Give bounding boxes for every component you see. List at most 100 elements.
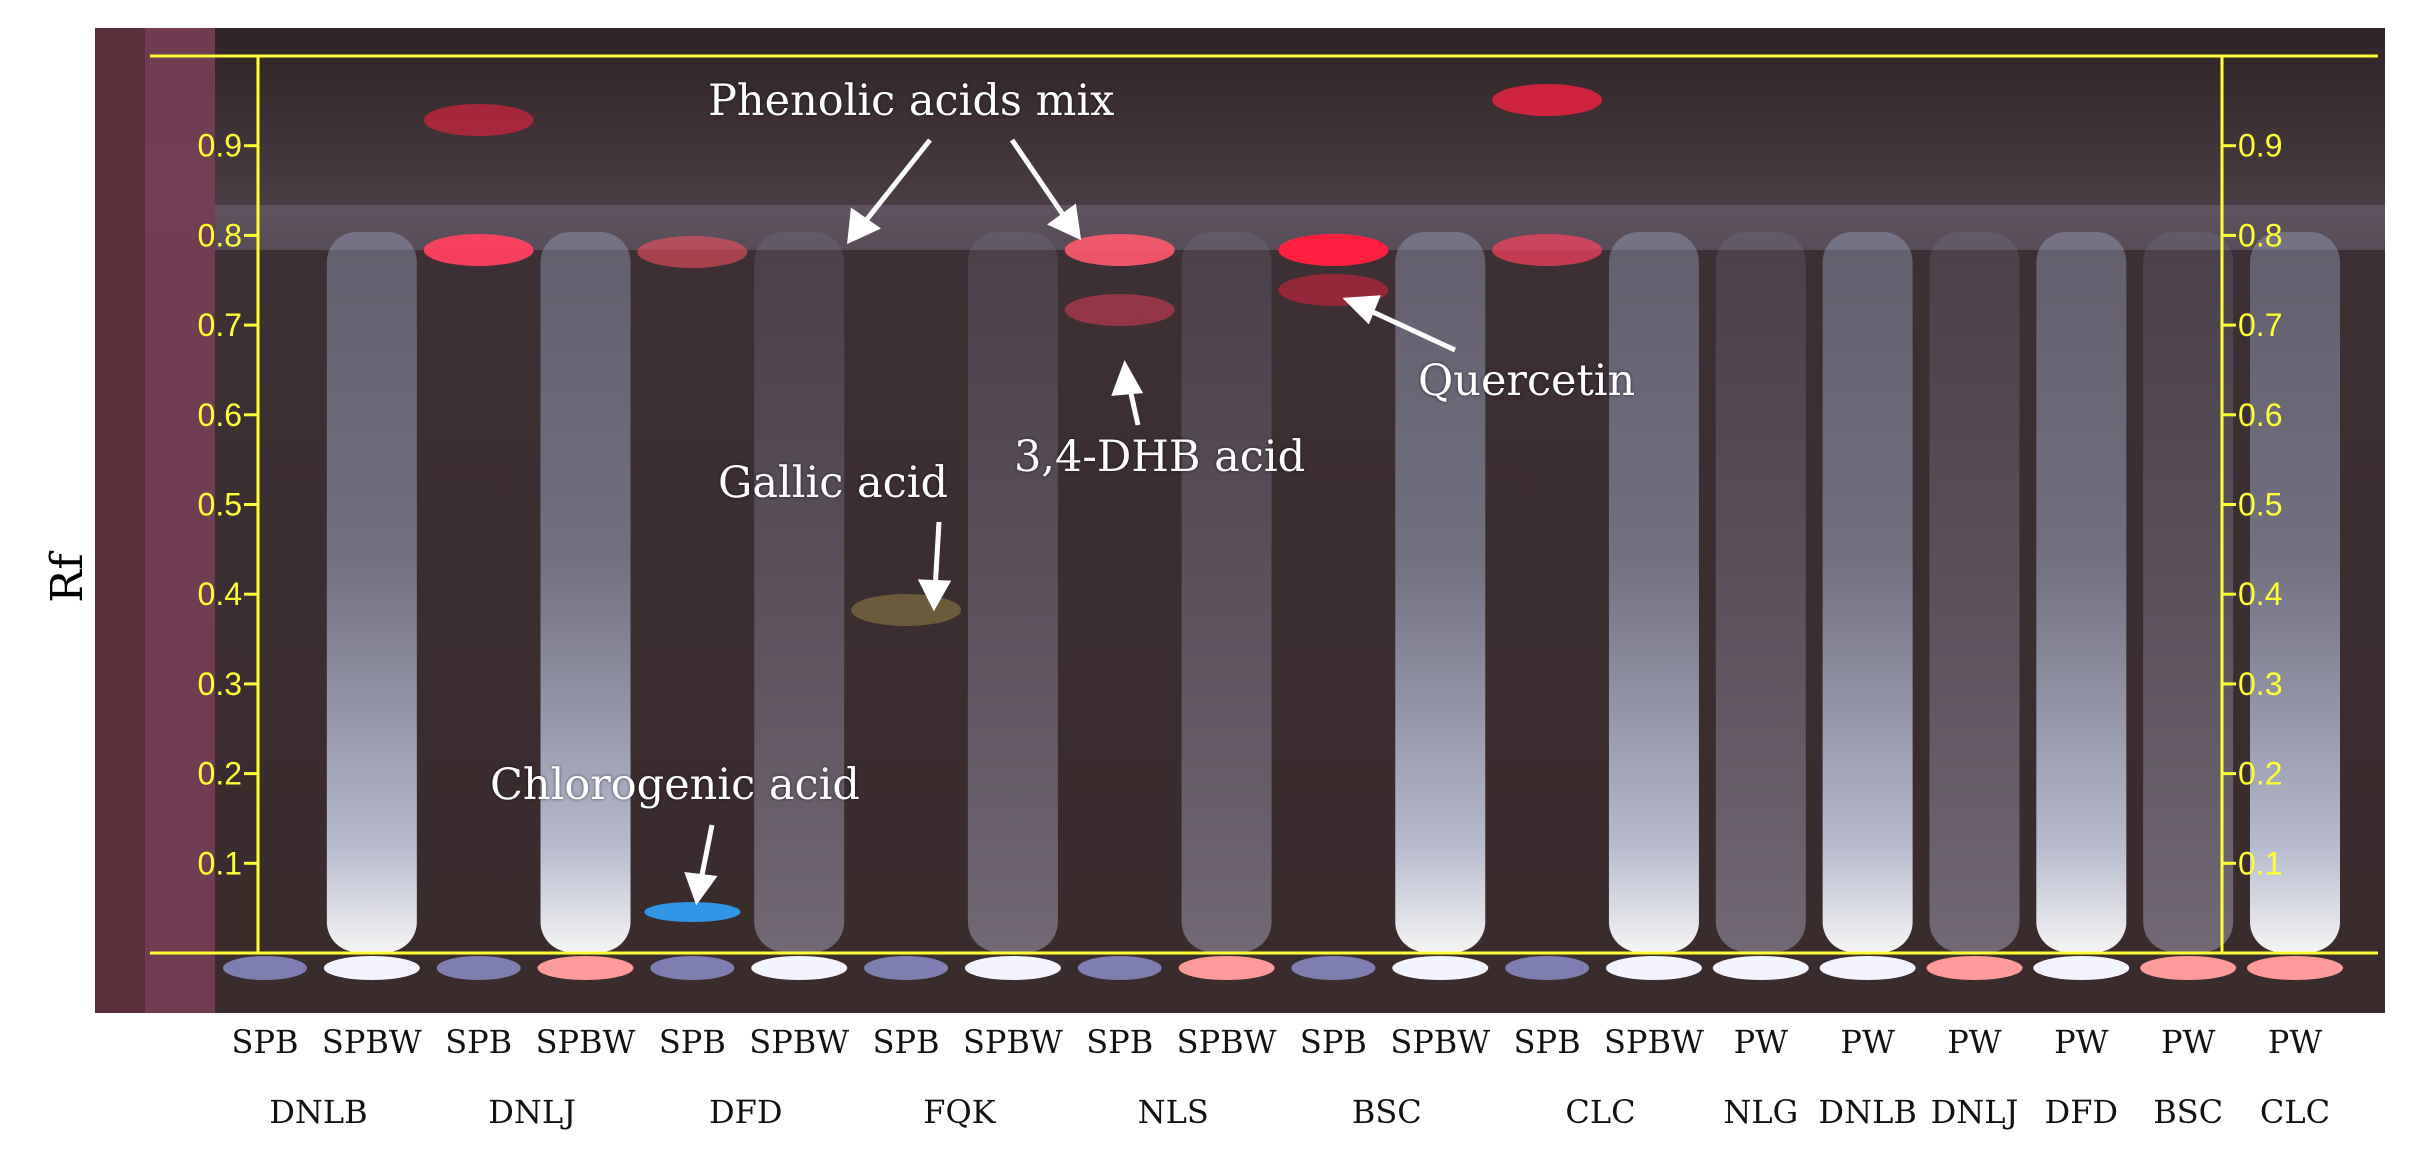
lane-label-top: SPBW — [1390, 1023, 1491, 1061]
lane-label-bottom: CLC — [2259, 1093, 2331, 1131]
lane-glow — [2143, 232, 2234, 952]
rf-tick-label-left: 0.9 — [198, 128, 242, 164]
red-band — [1492, 234, 1603, 266]
red-band — [1278, 234, 1389, 266]
rf-tick-label-right: 0.5 — [2238, 487, 2282, 523]
lane-glows — [326, 232, 2340, 952]
annotation-quercetin: Quercetin — [1418, 356, 1636, 406]
lane-label-bottom: DFD — [709, 1093, 783, 1131]
lane-label-top: PW — [1733, 1023, 1788, 1061]
red-band — [1492, 84, 1603, 116]
lane-label-top: PW — [1947, 1023, 2002, 1061]
rf-tick-label-right: 0.4 — [2238, 576, 2282, 612]
lane-label-bottom: BSC — [1351, 1093, 1422, 1131]
annotation-dhb-acid: 3,4-DHB acid — [1014, 432, 1306, 482]
rf-tick-label-left: 0.7 — [198, 307, 242, 343]
lane-glow — [1608, 232, 1699, 952]
annotation-arrows — [684, 138, 1457, 906]
rf-tick-label-right: 0.2 — [2238, 756, 2282, 792]
red-band — [851, 594, 962, 626]
rf-tick-label-left: 0.5 — [198, 487, 242, 523]
red-band — [637, 236, 748, 268]
annotation-gallic-acid: Gallic acid — [718, 458, 948, 508]
rf-tick-label-left: 0.4 — [198, 576, 242, 612]
lane-label-top: PW — [2267, 1023, 2323, 1061]
rf-tick-label-right: 0.7 — [2238, 307, 2282, 343]
lane-label-top: PW — [2160, 1023, 2216, 1061]
lane-label-top: SPBW — [1604, 1023, 1704, 1061]
rf-ticks: 0.9 0.9 0.8 0.8 0.7 0.7 0.6 0.6 0.5 0.5 0.4 0.4 0.3 0… — [198, 128, 2283, 882]
rf-tick-label-left: 0.1 — [198, 845, 242, 881]
chlorogenic-band — [644, 902, 741, 922]
lane-label-bottom: DNLB — [269, 1093, 368, 1131]
y-axis-label: Rf — [42, 553, 93, 603]
rf-tick-label-right: 0.1 — [2238, 845, 2282, 881]
plate-pink-strip — [145, 28, 215, 1013]
lane-glow — [2036, 232, 2127, 952]
lane-label-top: SPB — [231, 1023, 299, 1061]
plate-left-edge — [95, 28, 145, 1013]
lane-label-top: SPB — [1086, 1023, 1154, 1061]
spot-bands — [223, 84, 2343, 980]
lane-label-bottom: CLC — [1565, 1093, 1636, 1131]
red-band — [1064, 294, 1175, 326]
application-spot — [436, 956, 521, 980]
application-spot — [2140, 956, 2237, 980]
lane-label-top: SPBW — [535, 1023, 636, 1061]
annotation-chlorogenic-acid: Chlorogenic acid — [490, 760, 860, 810]
application-spot — [1712, 956, 1809, 980]
application-spot — [1392, 956, 1489, 980]
application-spot — [537, 956, 634, 980]
lane-glow — [326, 232, 417, 952]
lane-glow — [1929, 232, 2020, 952]
rf-tick-label-left: 0.8 — [198, 217, 242, 253]
lane-label-top: PW — [1840, 1023, 1895, 1061]
application-spot — [223, 956, 307, 980]
red-band — [423, 234, 534, 266]
red-band — [1064, 234, 1175, 266]
lane-glow — [540, 232, 631, 952]
lane-label-top: SPB — [872, 1023, 940, 1061]
application-spot — [650, 956, 735, 980]
lane-label-top: SPB — [445, 1023, 513, 1061]
application-spot — [751, 956, 848, 980]
lane-glow — [754, 232, 845, 952]
application-spot — [2033, 956, 2130, 980]
rf-tick-label-right: 0.3 — [2238, 666, 2282, 702]
lane-glow — [1395, 232, 1486, 952]
lane-label-top: PW — [2054, 1023, 2109, 1061]
lane-label-bottom: DNLB — [1818, 1093, 1917, 1131]
rf-tick-label-right: 0.8 — [2238, 217, 2282, 253]
lane-label-bottom: DNLJ — [488, 1093, 576, 1131]
rf-tick-label-left: 0.6 — [198, 397, 242, 433]
red-band — [423, 104, 534, 136]
lane-glow — [967, 232, 1058, 952]
lane-label-bottom: FQK — [923, 1093, 996, 1131]
lane-label-bottom: NLG — [1723, 1093, 1799, 1131]
rf-tick-label-left: 0.3 — [198, 666, 242, 702]
application-spot — [1605, 956, 1702, 980]
application-spot — [1077, 956, 1162, 980]
rf-tick-label-left: 0.2 — [198, 756, 242, 792]
application-spot — [1505, 956, 1590, 980]
rf-tick-label-right: 0.9 — [2238, 128, 2282, 164]
lane-label-top: SPBW — [962, 1023, 1063, 1061]
application-spot — [2247, 956, 2343, 980]
lane-label-bottom: DNLJ — [1930, 1093, 2019, 1131]
application-spot — [1926, 956, 2023, 980]
lane-glow — [1822, 232, 1913, 952]
application-spot — [964, 956, 1061, 980]
lane-label-top: SPBW — [749, 1023, 850, 1061]
application-spot — [1819, 956, 1916, 980]
application-spot — [1291, 956, 1376, 980]
lane-label-top: SPB — [658, 1023, 726, 1061]
application-spot — [323, 956, 420, 980]
lane-glow — [1181, 232, 1272, 952]
lane-glow — [1715, 232, 1806, 952]
rf-tick-label-right: 0.6 — [2238, 397, 2282, 433]
lane-label-bottom: DFD — [2044, 1093, 2119, 1131]
application-spot — [864, 956, 949, 980]
lane-label-bottom: BSC — [2153, 1093, 2224, 1131]
lane-label-top: SPBW — [1176, 1023, 1277, 1061]
